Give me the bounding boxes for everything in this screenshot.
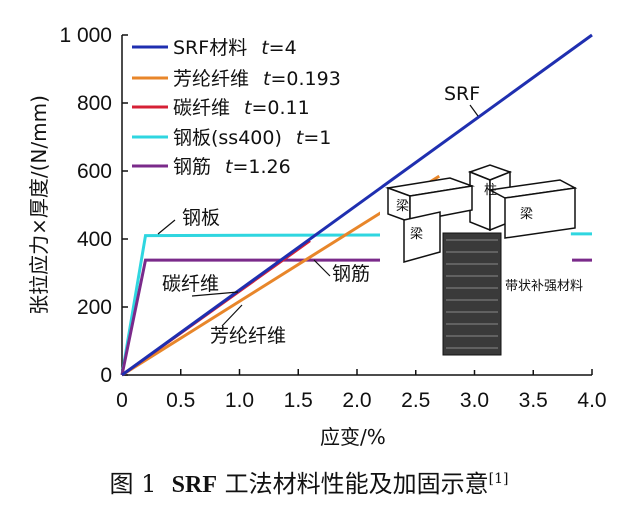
legend-label-carbon: 碳纤维 t=0.11 [173,97,310,119]
y-tick-label: 1 000 [59,24,112,47]
y-tick-label: 0 [100,364,112,387]
inset-strip-label: 带状补强材料 [505,279,583,294]
legend-label-srf: SRF材料 t=4 [173,37,297,59]
series-line-steel-plate [120,233,393,376]
y-axis-label: 张拉应力×厚度/(N/mm) [27,95,51,315]
caption-text: 工法材料性能及加固示意 [217,470,489,498]
annotation-rebar: 钢筋 [332,263,370,285]
annotation-srf-leader [469,104,479,117]
caption-bold: SRF [171,472,218,498]
annotation-carbon: 碳纤维 [162,273,219,295]
series-tail [570,232,592,262]
annotation-steel-plate: 钢板 [182,207,220,229]
legend-label-steel-plate: 钢板(ss400) t=1 [173,127,331,149]
caption-prefix: 图 1 [109,470,157,498]
annotation-steel-plate-leader [157,219,176,235]
annotation-rebar-leader [313,259,331,277]
x-tick-label: 2.0 [342,389,371,412]
x-axis-label: 应变/% [320,425,386,449]
x-tick-label: 0 [116,389,128,412]
chart-canvas: 0 0.5 1.0 1.5 2.0 2.5 3.0 3.5 4.0 0 200 400 600 800 1 … [27,24,607,449]
figure-caption: 图 1 SRF 工法材料性能及加固示意[1] [0,464,618,499]
series-line-srf [121,33,593,377]
legend-label-aramid: 芳纶纤维 t=0.193 [173,68,341,90]
x-tick-label: 2.5 [401,389,430,412]
annotation-srf: SRF [444,83,480,105]
inset-beam-label-left: 梁 [396,199,409,214]
y-tick-label: 400 [77,228,112,251]
inset-column-label: 柱 [484,183,497,198]
x-tick-label: 1.0 [225,389,254,412]
y-tick-label: 600 [77,160,112,183]
inset-beam-label-left2: 梁 [410,227,423,242]
legend-label-rebar: 钢筋 t=1.26 [173,156,291,178]
joint-diagram: 柱 梁 梁 梁 带状补强材料 [380,164,583,370]
inset-beam-label-right: 梁 [520,207,533,222]
axes: 0 0.5 1.0 1.5 2.0 2.5 3.0 3.5 4.0 0 200 400 600 800 1 … [59,24,606,412]
annotations: SRF 钢板 碳纤维 钢筋 芳纶纤维 [157,83,480,347]
x-tick-label: 0.5 [166,389,195,412]
x-tick-label: 4.0 [577,389,606,412]
annotation-aramid: 芳纶纤维 [210,325,286,347]
x-tick-label: 1.5 [284,389,313,412]
annotation-aramid-leader [221,304,243,327]
y-tick-label: 200 [77,296,112,319]
x-tick-label: 3.5 [519,389,548,412]
y-tick-label: 800 [77,92,112,115]
annotation-carbon-leader [191,291,239,297]
x-tick-label: 3.0 [460,389,489,412]
caption-ref: [1] [488,471,509,487]
legend: SRF材料 t=4 芳纶纤维 t=0.193 碳纤维 t=0.11 钢板(ss400)… [132,37,341,178]
